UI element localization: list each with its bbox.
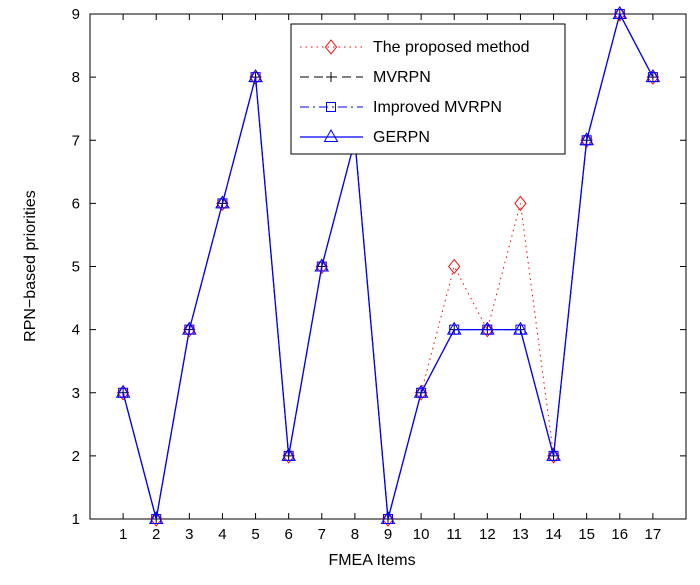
data-point [215,195,230,209]
data-point [446,321,462,335]
legend-marker [326,102,336,112]
y-tick-label: 5 [72,259,80,276]
series-4 [115,5,661,524]
legend-label: MVRPN [373,69,431,86]
y-axis-label: RPN−based priorities [22,190,39,342]
x-tick-label: 5 [251,526,259,543]
x-tick-label: 11 [446,526,462,543]
data-point [413,384,429,398]
x-tick-label: 7 [318,526,326,543]
data-point [645,69,661,83]
data-point [116,384,130,401]
x-tick-label: 2 [152,526,160,543]
x-tick-label: 17 [645,526,662,543]
y-tick-label: 4 [72,322,80,339]
data-point [647,72,658,83]
data-point [414,384,428,401]
data-point [181,321,197,335]
data-point [381,511,395,527]
y-tick-label: 6 [72,195,80,212]
x-tick-label: 1 [119,526,127,543]
data-point [282,448,295,464]
legend-label: GERPN [373,129,430,146]
data-point [281,447,297,461]
data-point [481,321,494,338]
x-tick-label: 8 [351,526,359,543]
data-point [547,448,560,464]
data-point [613,6,626,22]
legend-box [290,23,566,155]
data-point [216,195,229,212]
series-layer [115,5,661,527]
legend-label: Improved MVRPN [373,99,502,116]
y-tick-label: 3 [72,385,80,402]
data-point [514,195,527,212]
data-point [380,510,396,524]
data-point [580,132,593,149]
x-tick-label: 10 [413,526,430,543]
data-point [579,132,595,146]
data-point [448,258,461,275]
data-point [248,69,263,83]
x-tick-label: 12 [479,526,496,543]
series-line [122,12,654,520]
data-point [148,510,164,524]
data-point [183,321,196,338]
y-tick-label: 2 [72,448,80,465]
legend-marker [323,128,339,142]
x-tick-label: 4 [218,526,226,543]
legend-label: The proposed method [373,39,530,56]
legend: The proposed method MVRPN Improved MVRPN GE… [290,23,566,155]
data-point [115,384,131,398]
data-point [612,5,628,19]
data-point [150,511,163,527]
data-point [314,258,330,272]
data-point [646,69,660,85]
data-point [513,321,528,335]
x-tick-label: 9 [384,526,392,543]
y-tick-label: 7 [72,132,80,149]
x-tick-label: 3 [185,526,193,543]
x-axis-label: FMEA Items [328,552,415,569]
y-tick-label: 9 [72,6,80,23]
x-tick-label: 16 [611,526,628,543]
x-tick-label: 13 [512,526,529,543]
data-point [315,258,328,275]
x-tick-label: 6 [284,526,292,543]
legend-marker [324,39,338,55]
x-tick-label: 14 [545,526,562,543]
x-tick-label: 15 [578,526,595,543]
data-point [546,447,561,461]
legend-marker [326,72,336,82]
y-tick-label: 8 [72,69,80,86]
data-point [118,387,129,398]
y-tick-label: 1 [72,511,80,528]
data-point [479,321,495,335]
